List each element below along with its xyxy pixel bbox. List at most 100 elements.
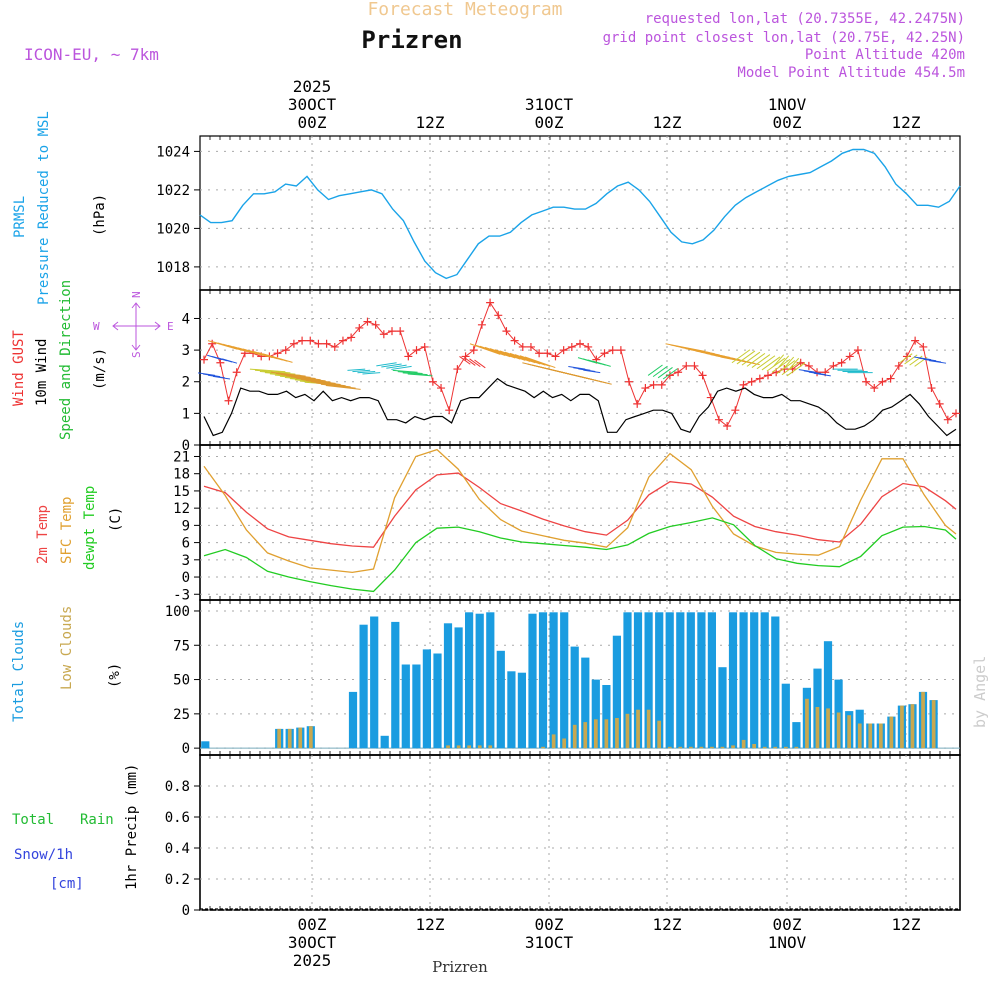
wind-arrow — [479, 345, 511, 358]
gust-marker — [453, 365, 462, 374]
bottom-time-label: 12Z — [653, 915, 682, 934]
low-cloud-bar — [836, 712, 841, 749]
wind-arrow — [657, 367, 673, 379]
y-tick-label: 1022 — [156, 183, 190, 199]
bottom-time-label: 2025 — [293, 951, 332, 970]
total-cloud-bar — [560, 612, 569, 749]
low-cloud-bar — [889, 716, 894, 749]
total-cloud-bar — [655, 612, 664, 749]
y-tick-label: 1024 — [156, 144, 190, 160]
wind-arrow — [781, 361, 801, 376]
y-tick-label: 6 — [182, 536, 190, 552]
gust-marker — [208, 339, 217, 348]
gust-marker — [445, 406, 454, 415]
top-time-label: 30OCT — [288, 95, 337, 114]
gust-line — [203, 301, 957, 427]
wind-arrow — [407, 373, 433, 377]
wind-arrow — [391, 365, 412, 370]
low-cloud-bar — [741, 739, 746, 749]
low-cloud-bar — [625, 713, 630, 749]
wind-arrow — [592, 360, 611, 367]
y-tick-label: 0.4 — [165, 841, 190, 857]
gust-marker — [633, 399, 642, 408]
wind-arrow — [484, 346, 516, 359]
gust-marker — [330, 342, 339, 351]
wind-arrow — [280, 374, 316, 380]
compass-arrows — [112, 302, 161, 351]
gust-marker — [551, 352, 560, 361]
total-cloud-bar — [465, 612, 474, 749]
wind-arrow-group — [207, 354, 238, 364]
compass-w: W — [93, 320, 100, 333]
gust-marker — [714, 415, 723, 424]
watermark: by Angel — [971, 656, 989, 728]
wind-arrow-group — [392, 369, 433, 377]
wind-arrow — [494, 349, 526, 361]
total-cloud-bar — [348, 691, 358, 749]
wind-arrow — [275, 372, 311, 378]
total-cloud-bar — [528, 613, 537, 749]
gust-marker — [322, 339, 331, 348]
wind-arrow — [474, 344, 506, 357]
gust-marker — [477, 320, 486, 329]
gust-marker — [911, 336, 920, 345]
wind-arrow — [315, 382, 351, 388]
gust-marker — [428, 377, 437, 386]
wind-arrow — [270, 371, 306, 377]
top-time-label: 00Z — [773, 113, 802, 132]
gust-marker — [837, 358, 846, 367]
y-tick-label: 9 — [182, 518, 190, 534]
y-tick-label: 0 — [182, 903, 190, 919]
gust-marker — [200, 355, 208, 364]
wind-arrow-group — [207, 340, 293, 363]
total-cloud-bar — [781, 683, 790, 749]
wind-arrow — [285, 375, 321, 381]
y-tick-label: -3 — [173, 587, 190, 603]
gust-marker — [665, 371, 674, 380]
total-cloud-bar — [496, 650, 505, 749]
gust-marker — [853, 346, 862, 355]
total-cloud-bar — [771, 616, 780, 749]
y-tick-label: 1020 — [156, 221, 190, 237]
gust-marker — [641, 384, 650, 393]
top-time-label: 12Z — [653, 113, 682, 132]
low-cloud-bar — [277, 728, 281, 749]
chart-title: Forecast Meteogram — [367, 0, 562, 20]
low-cloud-bar — [594, 719, 598, 749]
low-cloud-bar — [815, 707, 820, 749]
total-cloud-bar — [507, 671, 516, 749]
wind-arrow — [474, 359, 486, 369]
wind-arrow — [736, 350, 756, 365]
wind-arrow — [222, 358, 238, 364]
gust-marker — [952, 409, 960, 418]
wind-arrow-group — [522, 362, 612, 385]
gust-marker — [289, 339, 298, 348]
low-cloud-bar — [646, 709, 651, 749]
total-cloud-bar — [422, 649, 431, 749]
wind-arrow-group — [469, 343, 556, 369]
y-tick-label: 21 — [173, 449, 190, 465]
wind-arrow — [489, 348, 521, 360]
temp-2m-line — [203, 472, 957, 548]
total-cloud-bar — [750, 612, 759, 749]
precip-unit-label: 1hr Precip (mm) — [124, 764, 140, 890]
wind-arrow — [519, 355, 551, 367]
total-cloud-bar — [676, 612, 685, 749]
ms-unit-label: (m/s) — [92, 348, 108, 390]
gust-marker — [494, 311, 503, 320]
total-cloud-bar — [602, 685, 611, 749]
bottom-time-label: 00Z — [298, 915, 327, 934]
wind-arrow — [249, 368, 286, 373]
gust-marker — [870, 384, 879, 393]
wind-arrow — [524, 356, 556, 369]
panels: 101810201022102401234-303691215182102550… — [156, 135, 961, 919]
bottom-time-label: 31OCT — [525, 933, 574, 952]
total-cloud-bar — [380, 735, 389, 749]
gust-marker — [412, 346, 421, 355]
gust-marker — [576, 339, 584, 348]
wind-arrow — [469, 358, 481, 368]
y-tick-label: 15 — [173, 484, 190, 500]
wind-arrow — [305, 380, 341, 386]
gust-marker — [526, 342, 535, 351]
wind-arrow — [325, 384, 361, 390]
